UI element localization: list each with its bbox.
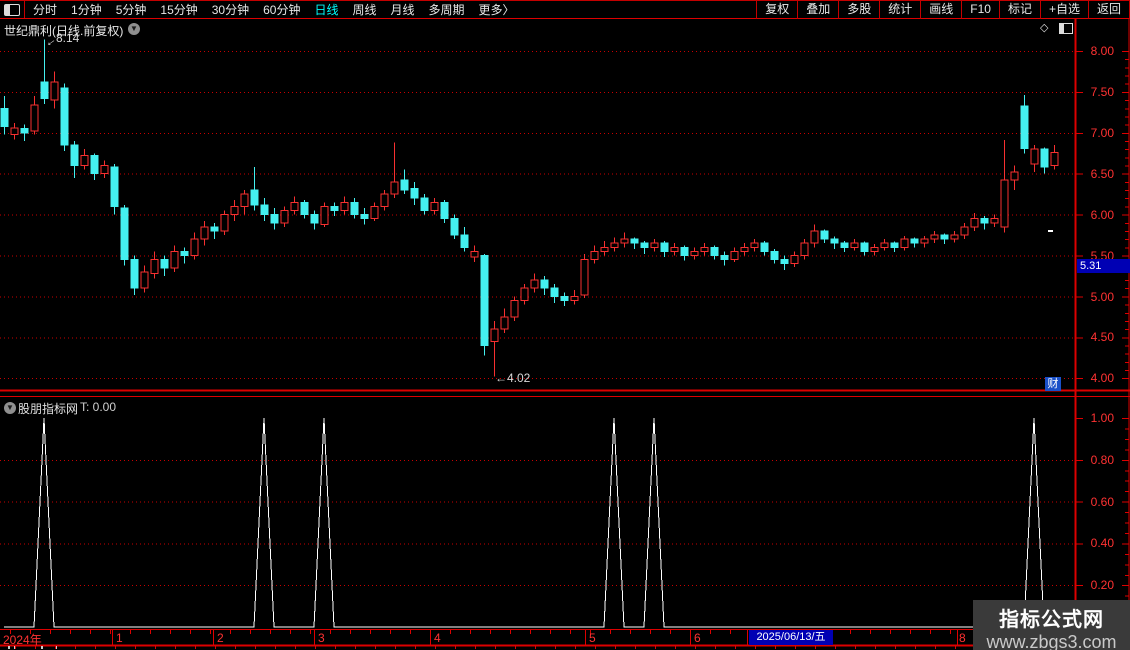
indicator-tick: 0.80: [1090, 453, 1114, 467]
layout-split-button[interactable]: [0, 1, 25, 18]
tab-multi-period[interactable]: 多周期: [428, 2, 465, 17]
indicator-name: 股朋指标网: [18, 402, 79, 416]
indicator-tick: 0.20: [1090, 578, 1114, 592]
btn-multi-stock[interactable]: 多股: [838, 1, 879, 19]
period-menubar: 分时 1分钟 5分钟 15分钟 30分钟 60分钟 日线 周线 月线 多周期 更…: [0, 0, 1130, 19]
tab-30min[interactable]: 30分钟: [211, 2, 250, 17]
btn-f10[interactable]: F10: [961, 1, 999, 19]
date-tick: 2: [217, 631, 224, 645]
price-tick: 6.00: [1090, 208, 1114, 222]
tab-more[interactable]: 更多〉: [478, 2, 515, 17]
price-tick: 4.00: [1090, 371, 1114, 385]
tab-15min[interactable]: 15分钟: [160, 2, 198, 17]
clipped-text-sliver: [8, 646, 10, 649]
date-tick: 8: [959, 631, 966, 645]
price-tick: 5.00: [1090, 290, 1114, 304]
btn-mark[interactable]: 标记: [998, 1, 1040, 19]
stock-title: 世纪鼎利(日线.前复权): [4, 24, 124, 38]
split-view-icon[interactable]: [1059, 23, 1073, 34]
clipped-text-sliver: [14, 646, 15, 649]
clipped-text-sliver: [56, 646, 57, 649]
date-tick: 1: [116, 631, 123, 645]
btn-overlay[interactable]: 叠加: [797, 1, 838, 19]
tab-monthly[interactable]: 月线: [390, 2, 415, 17]
indicator-chevron-down-icon[interactable]: ▼: [4, 402, 16, 414]
price-tick: 4.50: [1090, 330, 1114, 344]
indicator-value: T: 0.00: [80, 400, 117, 414]
date-tick: 5: [589, 631, 596, 645]
low-arrow-icon: ←: [495, 371, 507, 385]
indicator-tick: 0.40: [1090, 536, 1114, 550]
tab-fenshi[interactable]: 分时: [33, 2, 58, 17]
tab-weekly[interactable]: 周线: [352, 2, 377, 17]
diamond-icon[interactable]: ◇: [1040, 22, 1049, 34]
price-tick: 7.50: [1090, 85, 1114, 99]
selected-date-box: 2025/06/13/五: [749, 630, 833, 645]
high-annotation: 8.14: [56, 31, 80, 45]
date-tick: 3: [318, 631, 325, 645]
tab-1min[interactable]: 1分钟: [71, 2, 102, 17]
title-chevron-down-icon[interactable]: ▼: [128, 23, 140, 35]
date-tick: 4: [434, 631, 441, 645]
date-tick: 6: [694, 631, 701, 645]
price-tick: 7.00: [1090, 126, 1114, 140]
finance-badge[interactable]: 财: [1045, 377, 1061, 391]
period-menu: 分时 1分钟 5分钟 15分钟 30分钟 60分钟 日线 周线 月线 多周期 更…: [26, 1, 522, 19]
btn-back[interactable]: 返回: [1087, 1, 1130, 19]
price-tick: 6.50: [1090, 167, 1114, 181]
clipped-text-sliver: [41, 646, 43, 649]
tab-60min[interactable]: 60分钟: [263, 2, 301, 17]
tool-menu: 复权 叠加 多股 统计 画线 F10 标记 +自选 返回: [756, 1, 1130, 19]
last-price-tag: 5.31: [1077, 259, 1130, 273]
tab-5min[interactable]: 5分钟: [115, 2, 147, 17]
low-annotation: 4.02: [507, 371, 531, 385]
date-tick: 2024年: [3, 633, 42, 647]
tab-daily[interactable]: 日线: [314, 2, 339, 17]
indicator-tick: 0.60: [1090, 495, 1114, 509]
btn-stats[interactable]: 统计: [879, 1, 920, 19]
btn-fuquan[interactable]: 复权: [756, 1, 797, 19]
btn-add-watchlist[interactable]: +自选: [1039, 1, 1088, 19]
indicator-tick: 1.00: [1090, 411, 1114, 425]
btn-drawline[interactable]: 画线: [920, 1, 961, 19]
watermark: 指标公式网 www.zbgs3.com: [973, 600, 1130, 650]
watermark-url: www.zbgs3.com: [986, 632, 1117, 650]
price-tick: 8.00: [1090, 44, 1114, 58]
watermark-title: 指标公式网: [999, 609, 1104, 631]
split-view-icon: [4, 4, 20, 16]
